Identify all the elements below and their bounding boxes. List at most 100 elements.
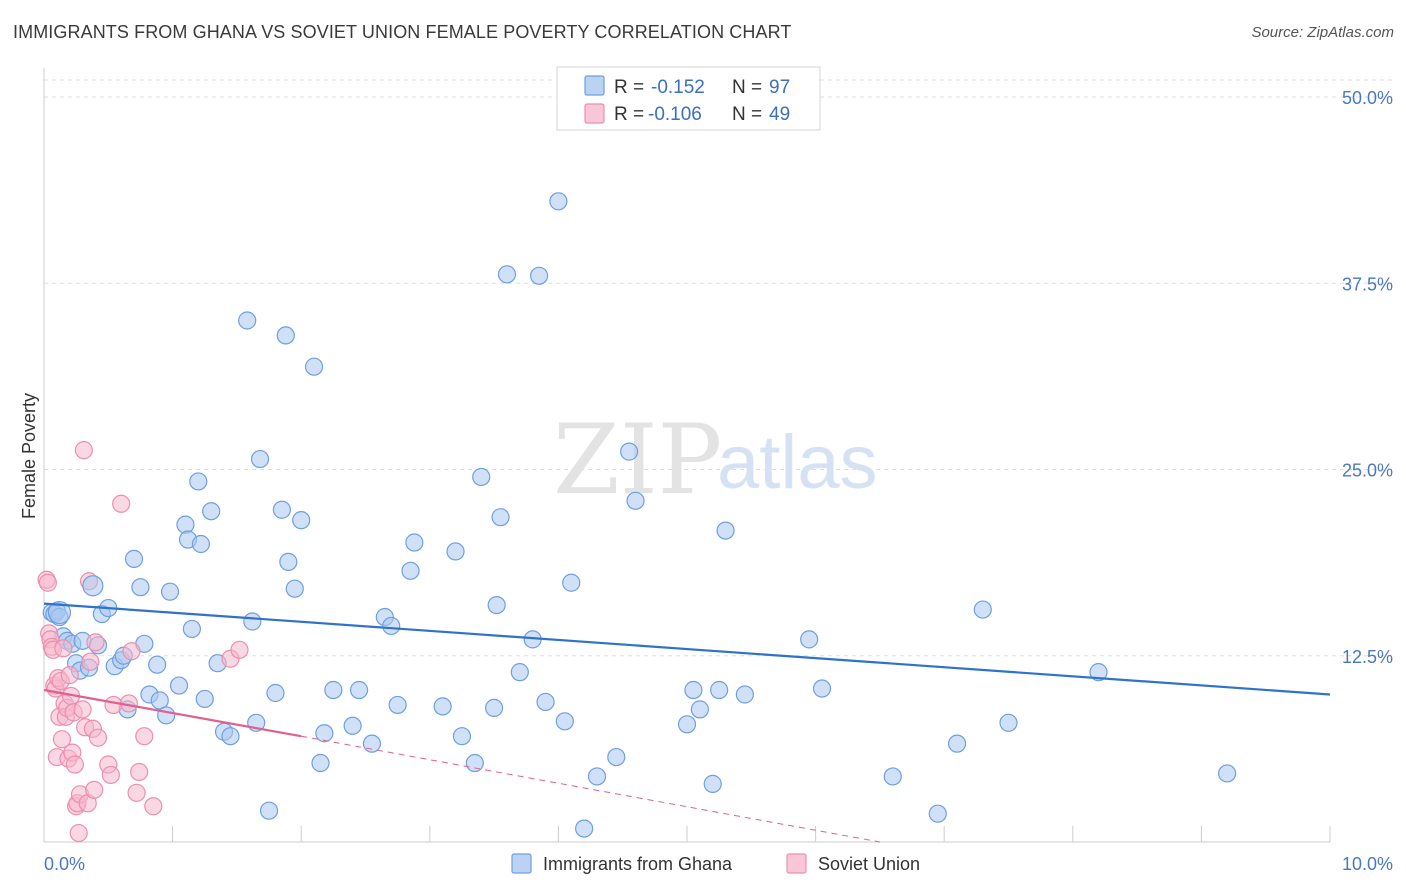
ghana-point [279, 552, 298, 571]
ghana-point [710, 680, 729, 700]
soviet-point [86, 633, 105, 652]
y-axis-title: Female Poverty [19, 393, 39, 519]
ghana-point [800, 630, 819, 649]
ghana-point [221, 727, 240, 746]
soviet-point [69, 823, 88, 843]
soviet-point [81, 652, 100, 671]
ghana-point [124, 549, 144, 569]
ghana-point [677, 715, 697, 734]
ghana-point [999, 713, 1018, 732]
source-credit: Source: ZipAtlas.com [1251, 24, 1394, 41]
soviet-trend-line [43, 688, 302, 738]
ghana-point [315, 724, 334, 743]
soviet-point [74, 441, 93, 460]
watermark-atlas: atlas [717, 420, 878, 505]
y-tick-label: 25.0% [1342, 461, 1393, 481]
y-tick-label: 12.5% [1342, 647, 1393, 667]
soviet-point [104, 695, 123, 715]
axis-layer: 12.5% 25.0% 37.5% 50.0% [43, 68, 1393, 843]
ghana-point [487, 595, 506, 615]
legend-n-value-soviet: 49 [769, 104, 790, 125]
legend-r-label-soviet: R = [614, 104, 644, 125]
ghana-point [388, 695, 407, 715]
ghana-point [973, 600, 992, 619]
ghana-point [452, 727, 472, 746]
x-tick-label-max: 10.0% [1342, 854, 1393, 874]
ghana-point [703, 774, 722, 793]
ghana-point [243, 612, 262, 631]
grid-layer [44, 79, 1393, 657]
ghana-point [157, 706, 176, 725]
ghana-point [349, 680, 369, 700]
ghana-point [491, 508, 510, 527]
ghana-point [131, 578, 150, 597]
x-tick-label-min: 0.0% [44, 854, 85, 874]
ghana-point [472, 467, 491, 487]
ghana-point [148, 655, 167, 674]
ghana-point [191, 534, 210, 554]
ghana-point [401, 561, 420, 580]
soviet-point [60, 666, 79, 685]
ghana-point [549, 192, 568, 211]
ghana-point [259, 801, 279, 820]
ghana-point [238, 311, 257, 330]
y-tick-label: 37.5% [1342, 274, 1393, 294]
legend-swatch-ghana [584, 75, 605, 96]
ghana-point [304, 357, 324, 376]
ghana-point [465, 753, 484, 773]
legend-r-label-ghana: R = [614, 77, 644, 98]
soviet-point [122, 642, 141, 661]
points-layer [37, 192, 1237, 843]
soviet-point [73, 700, 92, 719]
soviet-point [130, 762, 149, 782]
ghana-point [620, 442, 639, 461]
soviet-point [85, 780, 104, 799]
ghana-point [947, 734, 967, 753]
legend-n-label-soviet: N = [732, 104, 762, 125]
ghana-point [266, 683, 285, 703]
bottom-legend-label-soviet: Soviet Union [818, 854, 920, 874]
ghana-point [272, 500, 292, 519]
ghana-point [324, 680, 343, 700]
ghana-point [485, 698, 504, 718]
watermark: ZIP atlas [553, 404, 878, 516]
ghana-point [883, 767, 902, 786]
ghana-point [195, 689, 214, 709]
ghana-point [587, 767, 607, 786]
ghana-point [928, 804, 947, 823]
ghana-point [735, 685, 754, 704]
ghana-point [716, 521, 735, 540]
ghana-point [189, 472, 208, 491]
chart-title: IMMIGRANTS FROM GHANA VS SOVIET UNION FE… [13, 22, 792, 42]
ghana-point [276, 326, 295, 345]
ghana-point [160, 582, 180, 601]
ghana-point [47, 600, 72, 625]
ghana-point [812, 679, 832, 698]
ghana-point [182, 619, 201, 639]
ghana-point [690, 700, 709, 719]
ghana-point [607, 747, 626, 767]
ghana-point [575, 819, 594, 838]
soviet-point [65, 755, 84, 774]
ghana-point [250, 449, 270, 469]
ghana-point [176, 515, 195, 534]
ghana-point [202, 502, 221, 521]
legend-n-value-ghana: 97 [769, 77, 790, 98]
ghana-point [382, 616, 401, 636]
ghana-point [684, 680, 703, 700]
ghana-point [433, 697, 452, 716]
soviet-point [38, 573, 57, 592]
soviet-point [54, 639, 73, 658]
bottom-legend-label-ghana: Immigrants from Ghana [543, 854, 733, 874]
legend-swatch-soviet [584, 103, 605, 124]
ghana-point [626, 491, 645, 510]
soviet-point [112, 494, 131, 513]
ghana-point [1218, 764, 1237, 783]
ghana-point [285, 579, 304, 598]
y-tick-label: 50.0% [1342, 88, 1393, 108]
ghana-point [1089, 663, 1108, 682]
ghana-point [343, 716, 362, 735]
ghana-point [562, 573, 581, 592]
soviet-point [144, 797, 163, 816]
